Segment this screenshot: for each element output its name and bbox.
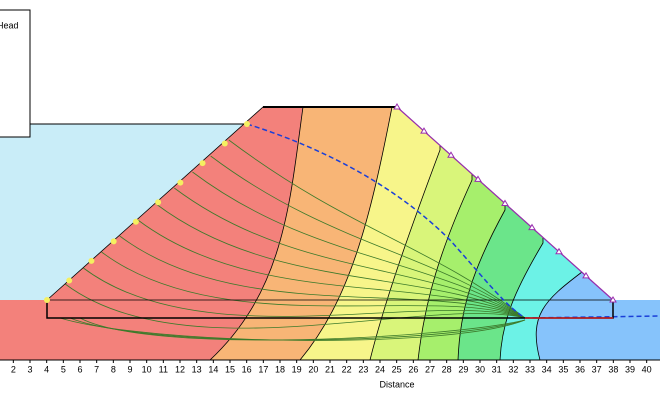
exit-node <box>447 151 455 158</box>
exit-node <box>501 199 509 206</box>
x-tick-label: 26 <box>408 364 418 374</box>
x-tick-label: 10 <box>142 364 152 374</box>
phreatic-line <box>246 123 660 319</box>
x-tick-label: 6 <box>77 364 82 374</box>
x-tick-label: 15 <box>225 364 235 374</box>
flow-line <box>79 317 526 341</box>
x-tick-label: 23 <box>358 364 368 374</box>
x-tick-label: 22 <box>342 364 352 374</box>
zone <box>535 107 660 360</box>
x-tick-label: 3 <box>27 364 32 374</box>
flow-line <box>137 219 526 319</box>
x-tick-label: 36 <box>575 364 585 374</box>
x-tick-label: 17 <box>258 364 268 374</box>
x-tick-label: 35 <box>558 364 568 374</box>
x-tick-label: 27 <box>425 364 435 374</box>
flow-line <box>83 267 526 319</box>
flow-line <box>192 171 526 319</box>
x-tick-label: 12 <box>175 364 185 374</box>
exit-node <box>609 296 617 303</box>
exit-node <box>528 223 536 231</box>
exit-node <box>474 175 482 182</box>
x-tick-label: 32 <box>508 364 518 374</box>
x-tick-label: 7 <box>94 364 99 374</box>
head-node <box>177 179 184 186</box>
x-tick-label: 20 <box>308 364 318 374</box>
x-tick-label: 21 <box>325 364 335 374</box>
x-tick-label: 37 <box>592 364 602 374</box>
head-node <box>221 140 228 147</box>
x-tick-label: 38 <box>608 364 618 374</box>
x-tick-label: 40 <box>642 364 652 374</box>
x-tick-label: 2 <box>11 364 16 374</box>
head-node <box>88 257 95 264</box>
exit-node <box>393 103 401 110</box>
x-tick-label: 9 <box>127 364 132 374</box>
x-tick-label: 34 <box>542 364 552 374</box>
head-node <box>44 297 50 303</box>
x-tick-label: 33 <box>525 364 535 374</box>
x-tick-label: 4 <box>44 364 49 374</box>
head-node <box>244 121 250 127</box>
x-tick-label: 13 <box>192 364 202 374</box>
drain-boundary <box>46 300 614 319</box>
x-tick-label: 39 <box>625 364 635 374</box>
flow-line <box>155 203 526 319</box>
x-tick-label: 8 <box>111 364 116 374</box>
head-node <box>66 277 73 284</box>
x-tick-label: 25 <box>392 364 402 374</box>
head-node <box>199 160 206 167</box>
head-node <box>155 199 162 206</box>
exit-node <box>555 247 563 255</box>
x-tick-label: 18 <box>275 364 285 374</box>
exit-node <box>582 271 590 279</box>
flow-line <box>101 251 526 319</box>
x-tick-label: 19 <box>292 364 302 374</box>
exit-node <box>420 127 428 134</box>
x-tick-label: 29 <box>458 364 468 374</box>
legend-box <box>0 9 31 138</box>
x-tick-label: 5 <box>61 364 66 374</box>
flow-line <box>174 187 526 319</box>
flow-lines <box>59 139 526 341</box>
head-node <box>132 218 139 225</box>
legend-title: Head <box>0 20 19 30</box>
flow-line <box>210 155 526 319</box>
flow-line <box>64 283 526 329</box>
x-tick-label: 30 <box>475 364 485 374</box>
x-axis-label: Distance <box>379 379 414 389</box>
boundary-markers <box>44 103 617 303</box>
head-node <box>110 238 117 245</box>
x-tick-label: 24 <box>375 364 385 374</box>
x-tick-label: 28 <box>442 364 452 374</box>
x-tick-label: 14 <box>208 364 218 374</box>
x-tick-label: 11 <box>159 364 168 374</box>
x-tick-label: 31 <box>492 364 502 374</box>
flow-line <box>119 235 526 319</box>
x-tick-label: 16 <box>242 364 252 374</box>
flow-line <box>228 139 526 319</box>
